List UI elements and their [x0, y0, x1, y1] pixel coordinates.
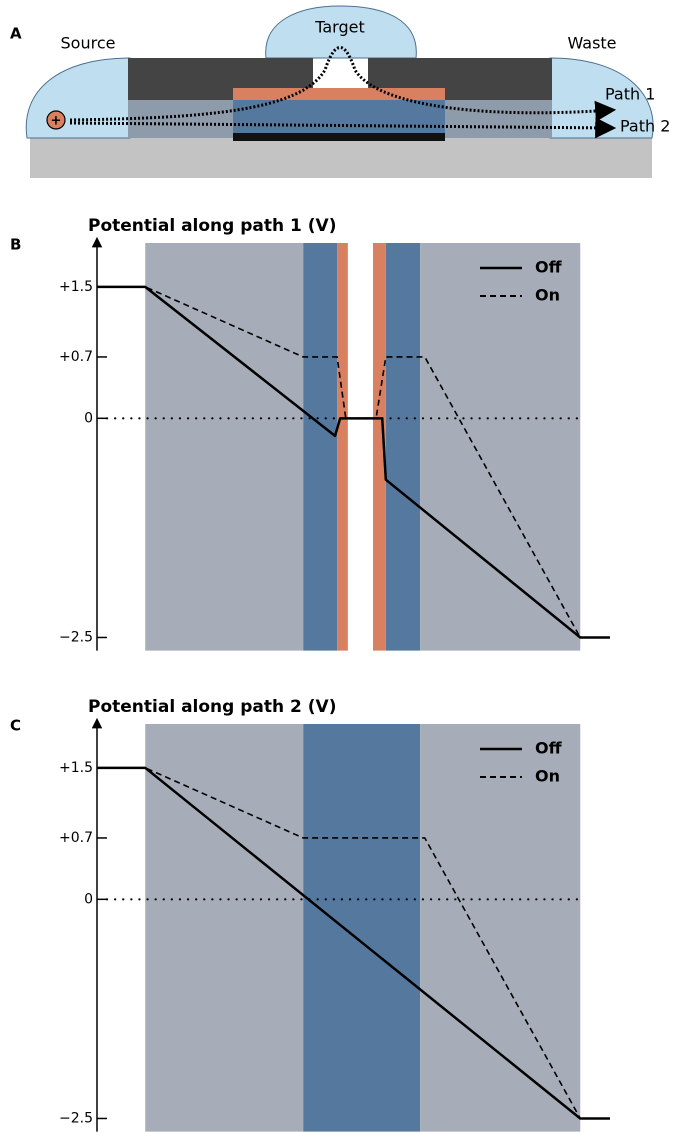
page: + A Source Target Waste Path 1 Path 2 +1…: [0, 0, 685, 1133]
panel-label: B: [10, 236, 21, 254]
blue-layer: [233, 100, 445, 133]
y-tick-label: +1.5: [59, 279, 93, 295]
y-tick-label: +1.5: [59, 760, 93, 776]
legend-label: Off: [535, 258, 563, 277]
region-band: [303, 724, 420, 1132]
figure: + A Source Target Waste Path 1 Path 2 +1…: [0, 0, 685, 1133]
substrate: [30, 138, 652, 178]
waste-label: Waste: [567, 34, 616, 53]
legend-label: Off: [535, 739, 563, 758]
chart-title: Potential along path 1 (V): [88, 216, 336, 236]
region-band: [303, 243, 337, 651]
orange-layer: [233, 88, 445, 100]
y-tick-label: 0: [84, 891, 93, 907]
legend-label: On: [535, 767, 560, 786]
target-label: Target: [314, 18, 365, 37]
region-band: [337, 243, 348, 651]
region-band: [386, 243, 420, 651]
chart: +1.5 +0.7 0 −2.5 Off On Potential along path 1…: [10, 216, 610, 651]
charge-sign: +: [51, 114, 62, 129]
black-layer: [233, 133, 445, 141]
region-band: [145, 724, 303, 1132]
y-tick-label: 0: [84, 410, 93, 426]
panel-a: + A Source Target Waste Path 1 Path 2: [10, 6, 670, 178]
chart: +1.5 +0.7 0 −2.5 Off On Potential along path 2…: [10, 697, 610, 1132]
y-tick-label: −2.5: [59, 629, 93, 645]
path-2-label: Path 2: [620, 117, 670, 136]
y-tick-label: +0.7: [59, 830, 93, 846]
source-label: Source: [61, 34, 116, 53]
chart-title: Potential along path 2 (V): [88, 697, 336, 717]
source-droplet: [26, 58, 130, 138]
legend-label: On: [535, 286, 560, 305]
y-tick-label: +0.7: [59, 349, 93, 365]
panel-label: A: [10, 25, 22, 43]
path-1-label: Path 1: [605, 85, 655, 104]
y-tick-label: −2.5: [59, 1110, 93, 1126]
panel-label: C: [10, 717, 21, 735]
